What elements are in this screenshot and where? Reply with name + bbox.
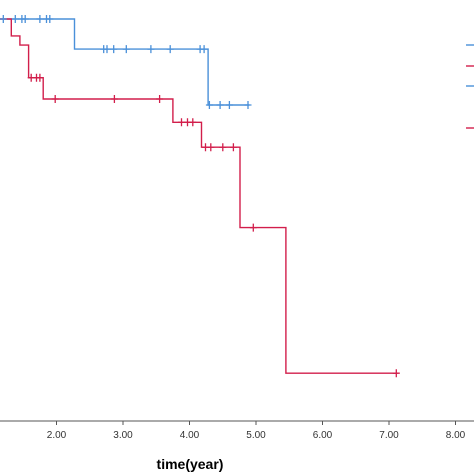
- censor-mark: [229, 143, 237, 152]
- censor-mark: [216, 101, 224, 109]
- censor-mark: [46, 15, 54, 23]
- censor-mark: [156, 95, 164, 103]
- x-axis-title: time(year): [157, 456, 224, 472]
- censor-mark: [189, 118, 197, 127]
- x-tick-label: 7.00: [379, 430, 399, 441]
- censor-mark: [122, 45, 130, 54]
- censor-mark: [207, 143, 215, 152]
- legend: [466, 44, 474, 129]
- censor-mark: [11, 15, 19, 23]
- x-tick-label: 4.00: [180, 430, 200, 441]
- censor-marks: [0, 15, 400, 378]
- censor-mark: [244, 101, 252, 109]
- censor-mark: [249, 223, 257, 232]
- censor-mark: [219, 143, 227, 152]
- censor-mark: [205, 101, 213, 109]
- x-tick-label: 3.00: [113, 430, 133, 441]
- x-tick-label: 6.00: [313, 430, 333, 441]
- censor-mark: [392, 369, 400, 378]
- x-tick-label: 5.00: [246, 430, 266, 441]
- censor-mark: [36, 73, 44, 82]
- censor-mark: [178, 118, 185, 127]
- x-tick-label: 8.00: [446, 430, 466, 441]
- censor-mark: [110, 45, 118, 54]
- plot-lines: [0, 18, 398, 374]
- censor-mark: [36, 15, 44, 23]
- censor-mark: [21, 15, 29, 23]
- censor-mark: [225, 101, 233, 109]
- survival-curve-2: [0, 18, 398, 374]
- x-axis-ticks: 2.00 3.00 4.00 5.00 6.00 7.00 8.00: [47, 421, 466, 441]
- censor-mark: [166, 45, 174, 54]
- survival-curve-1: [0, 18, 250, 106]
- censor-mark: [110, 95, 118, 103]
- censor-mark: [51, 95, 59, 103]
- censor-mark: [0, 15, 7, 23]
- censor-mark: [200, 45, 208, 54]
- censor-mark: [103, 45, 111, 54]
- x-tick-label: 2.00: [47, 430, 67, 441]
- censor-mark: [147, 45, 155, 54]
